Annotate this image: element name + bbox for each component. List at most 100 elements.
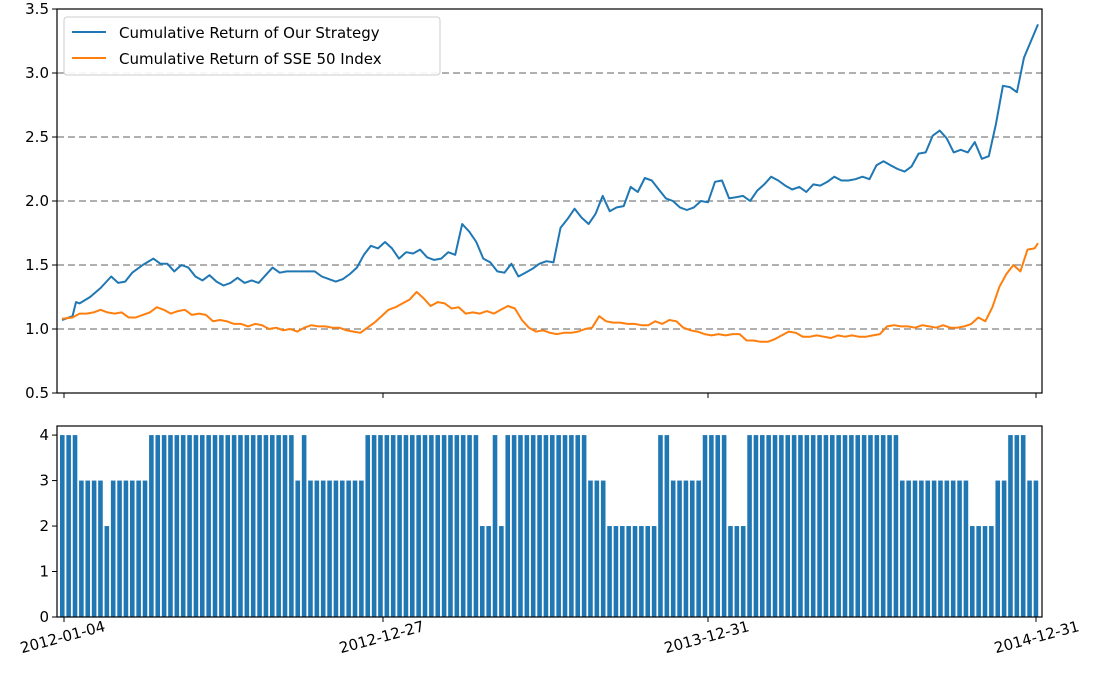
bar bbox=[136, 480, 141, 617]
bar bbox=[117, 480, 122, 617]
bar bbox=[378, 435, 383, 617]
bar bbox=[543, 435, 549, 617]
bar bbox=[976, 526, 981, 617]
bar bbox=[931, 480, 937, 617]
bottom-axes-frame bbox=[56, 425, 1043, 618]
bar bbox=[486, 526, 491, 617]
bar bbox=[944, 480, 950, 617]
bar bbox=[957, 480, 962, 617]
bar bbox=[836, 435, 841, 617]
bar bbox=[690, 480, 695, 617]
bar bbox=[740, 526, 746, 617]
bar bbox=[85, 480, 91, 617]
bar bbox=[620, 526, 625, 617]
bar bbox=[435, 435, 441, 617]
bottom-y-tick-label: 4 bbox=[39, 426, 49, 444]
bar bbox=[683, 480, 689, 617]
bar bbox=[645, 526, 651, 617]
bar bbox=[200, 435, 205, 617]
bar bbox=[390, 435, 396, 617]
bar bbox=[250, 435, 256, 617]
bar bbox=[327, 480, 332, 617]
bar bbox=[448, 435, 453, 617]
bar bbox=[365, 435, 371, 617]
bottom-y-tick-label: 3 bbox=[39, 472, 49, 490]
bar bbox=[371, 435, 377, 617]
bar bbox=[830, 435, 835, 617]
bar bbox=[772, 435, 778, 617]
bar bbox=[855, 435, 861, 617]
bar bbox=[467, 435, 472, 617]
bottom-y-tick-label: 2 bbox=[39, 517, 49, 535]
legend: Cumulative Return of Our Strategy Cumula… bbox=[63, 16, 441, 76]
bar bbox=[575, 435, 581, 617]
bar bbox=[696, 480, 701, 617]
bar bbox=[658, 435, 663, 617]
bar bbox=[174, 435, 180, 617]
bar bbox=[346, 480, 351, 617]
bar bbox=[429, 435, 434, 617]
series-line-strategy bbox=[61, 24, 1039, 321]
bar bbox=[289, 435, 294, 617]
bar bbox=[779, 435, 784, 617]
series-line-sse50 bbox=[61, 242, 1039, 343]
bar bbox=[308, 480, 313, 617]
bar bbox=[925, 480, 931, 617]
bar bbox=[798, 435, 803, 617]
bar bbox=[950, 480, 956, 617]
top-y-tick-label: 2.0 bbox=[25, 192, 49, 210]
bar bbox=[511, 435, 517, 617]
bar bbox=[441, 435, 447, 617]
bar bbox=[594, 480, 600, 617]
bar bbox=[874, 435, 880, 617]
bar bbox=[1014, 435, 1020, 617]
bar bbox=[893, 435, 899, 617]
bar bbox=[715, 435, 721, 617]
bar bbox=[868, 435, 873, 617]
bar bbox=[581, 435, 587, 617]
bar bbox=[626, 526, 631, 617]
bar bbox=[257, 435, 262, 617]
bottom-bar-chart: 0 1 2 3 4 bbox=[39, 425, 1043, 626]
bar bbox=[588, 480, 593, 617]
bar bbox=[989, 526, 994, 617]
bar bbox=[206, 435, 211, 617]
bar bbox=[734, 526, 740, 617]
bottom-y-tick-label: 1 bbox=[39, 563, 49, 581]
bar bbox=[384, 435, 390, 617]
bar bbox=[963, 480, 969, 617]
bar bbox=[359, 480, 364, 617]
bar bbox=[352, 480, 358, 617]
bar bbox=[887, 435, 892, 617]
bar bbox=[130, 480, 135, 617]
top-y-tick-label: 3.0 bbox=[25, 64, 49, 82]
bar bbox=[639, 526, 644, 617]
bar bbox=[709, 435, 714, 617]
bar bbox=[1027, 480, 1032, 617]
legend-strategy-label: Cumulative Return of Our Strategy bbox=[119, 24, 380, 42]
top-series-lines bbox=[61, 24, 1039, 343]
bar bbox=[842, 435, 848, 617]
bar bbox=[861, 435, 867, 617]
bar bbox=[664, 435, 670, 617]
bar bbox=[970, 526, 975, 617]
bar bbox=[454, 435, 460, 617]
bar bbox=[416, 435, 421, 617]
bar bbox=[270, 435, 275, 617]
bar bbox=[938, 480, 943, 617]
bar bbox=[473, 435, 479, 617]
bar bbox=[480, 526, 485, 617]
bar bbox=[410, 435, 415, 617]
bar bbox=[600, 480, 606, 617]
bar bbox=[753, 435, 759, 617]
bar bbox=[212, 435, 218, 617]
bar bbox=[524, 435, 530, 617]
bar bbox=[231, 435, 237, 617]
top-grid bbox=[57, 72, 1042, 330]
bar bbox=[340, 480, 345, 617]
bar bbox=[180, 435, 186, 617]
bar bbox=[161, 435, 167, 617]
bar bbox=[747, 435, 752, 617]
bar bbox=[823, 435, 829, 617]
bar bbox=[1001, 480, 1007, 617]
